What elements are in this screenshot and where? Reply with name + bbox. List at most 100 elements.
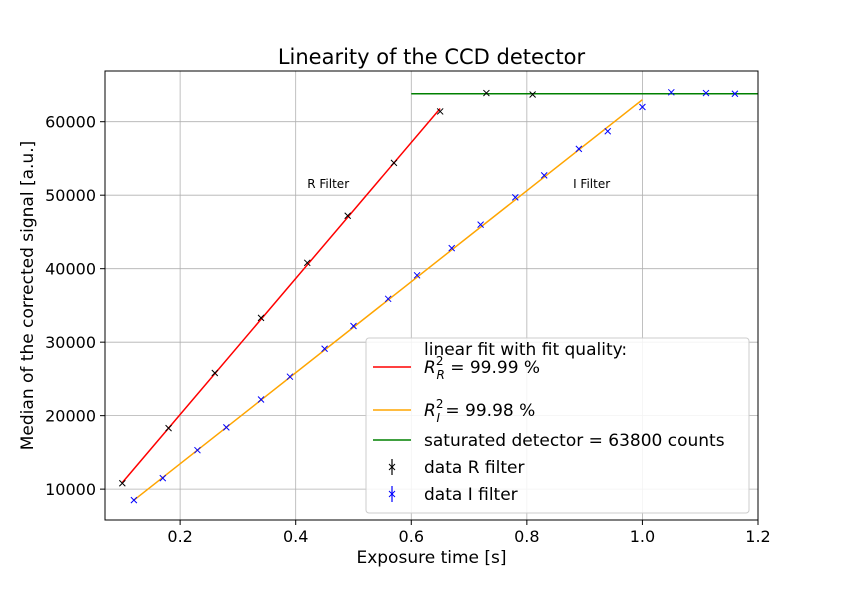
legend: linear fit with fit quality:R2 R = 99.99 … [365,337,750,514]
x-tick-label: 0.8 [514,527,539,546]
x-tick-label: 1.2 [745,527,770,546]
point-stroke [511,194,519,201]
x-axis-label: Exposure time [s] [356,548,506,568]
point-stroke [448,244,456,252]
y-tick-label: 30000 [45,333,96,352]
x-tick-label: 0.4 [283,527,308,546]
point-stroke [130,496,138,504]
data-point [344,212,352,220]
data-point [257,396,265,403]
data-point [731,90,739,98]
annotation-label: I Filter [573,177,610,191]
y-tick-label: 50000 [45,186,96,205]
legend-entry-label: data R filter [424,458,524,478]
point-stroke [211,369,219,377]
legend-var: R [424,358,436,378]
series-layer [118,88,758,504]
point-stroke [286,373,294,381]
point-stroke [344,212,352,220]
data-point [575,145,583,153]
legend-heading: linear fit with fit quality: [424,340,627,360]
data-point [604,127,612,135]
data-point [303,259,311,267]
point-stroke [529,91,536,98]
point-stroke [575,145,583,153]
legend-marker-swatch [388,490,396,498]
annotations: R Filter I Filter [307,177,610,191]
data-point [159,474,167,482]
data-point [436,108,444,115]
x-tick-label: 1.0 [630,527,655,546]
legend-var: R [424,401,436,421]
data-point [540,171,548,179]
data-point [130,496,138,504]
y-axis-label: Median of the corrected signal [a.u.] [18,141,38,450]
data-point [639,103,646,111]
data-point [165,424,172,432]
point-stroke [384,295,392,303]
legend-sub: I [436,411,440,425]
point-stroke [702,89,710,97]
point-stroke [257,314,265,322]
legend-entry-label: data I filter [424,485,518,505]
legend-entry-label: R2 I = 99.98 % [424,397,535,425]
y-tick-label: 20000 [45,407,96,426]
point-stroke [667,88,675,96]
legend-sup: 2 [436,397,444,411]
plot-frame [104,70,759,521]
legend-entry-label: R2 R = 99.99 % [424,354,540,382]
point-stroke [194,446,201,454]
ticks: 0.2 0.4 0.6 0.8 1.0 1.2 10000 20000 30000 40000 50… [45,113,771,546]
y-tick-label: 60000 [45,113,96,132]
data-point [413,271,421,279]
point-stroke [118,479,126,487]
point-stroke [257,396,265,403]
legend-entry-label: saturated detector = 63800 counts [424,431,725,451]
annotation-label: R Filter [307,177,349,191]
data-point [511,194,519,201]
legend-sup: 2 [436,354,444,368]
data-point [384,295,392,303]
data-point [118,479,126,487]
grid [105,71,759,520]
legend-sub: R [436,368,444,382]
point-stroke [731,90,739,98]
legend-marker-swatch [388,463,396,471]
data-point [286,373,294,381]
point-stroke [540,171,548,179]
point-stroke [165,424,172,432]
data-point [390,159,398,167]
data-point [477,221,484,228]
legend-box [365,337,750,514]
point-stroke [413,271,421,279]
data-point [223,424,230,431]
data-point [350,322,357,330]
data-point [702,89,710,97]
point-stroke [159,474,167,482]
point-stroke [350,322,357,330]
y-tick-label: 40000 [45,260,96,279]
data-point [257,314,265,322]
point-stroke [390,159,398,167]
data-point [667,88,675,96]
data-point [529,91,536,98]
y-tick-label: 10000 [45,480,96,499]
data-point [211,369,219,377]
data-point [483,89,490,97]
point-stroke [223,424,230,431]
point-stroke [436,108,444,115]
point-stroke [321,345,328,353]
fit-line [121,107,441,484]
point-stroke [604,127,612,135]
x-tick-label: 0.6 [399,527,424,546]
point-stroke [477,221,484,228]
chart-title: Linearity of the CCD detector [278,45,586,69]
point-stroke [639,103,646,111]
legend-value: = 99.99 % [445,358,540,378]
legend-value: = 99.98 % [440,401,535,421]
point-stroke [303,259,311,267]
data-point [321,345,328,353]
x-tick-label: 0.2 [167,527,192,546]
point-stroke [483,89,490,97]
